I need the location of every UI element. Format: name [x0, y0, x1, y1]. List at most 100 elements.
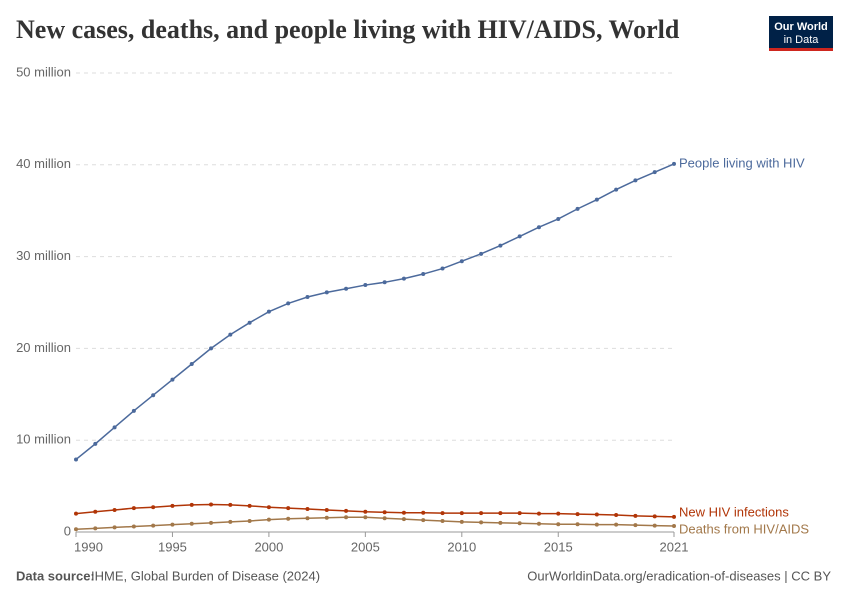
data-point: [305, 516, 310, 521]
data-point: [536, 511, 541, 516]
data-point: [672, 524, 676, 529]
y-tick-label: 10 million: [16, 432, 71, 447]
data-point: [151, 523, 156, 528]
data-point: [131, 506, 136, 511]
data-point: [401, 276, 406, 281]
data-point: [479, 251, 484, 256]
data-point: [363, 283, 368, 288]
data-point: [594, 522, 599, 527]
data-point: [459, 511, 464, 516]
data-point: [652, 170, 657, 175]
data-point: [517, 521, 522, 526]
data-point: [228, 502, 233, 507]
x-tick-label: 1990: [74, 539, 103, 554]
data-point: [286, 506, 291, 511]
data-point: [324, 290, 329, 295]
series-line: [75, 163, 675, 461]
data-point: [170, 503, 175, 508]
data-point: [305, 507, 310, 512]
y-tick-label: 20 million: [16, 340, 71, 355]
data-point: [151, 393, 156, 398]
x-tick-label: 2005: [351, 539, 380, 554]
data-point: [151, 505, 156, 510]
data-point: [459, 519, 464, 524]
data-point: [672, 161, 676, 166]
data-point: [479, 511, 484, 516]
logo: Our World in Data: [769, 16, 833, 51]
series-label: Deaths from HIV/AIDS: [679, 521, 809, 536]
data-point: [536, 521, 541, 526]
data-point: [286, 516, 291, 521]
chart-title: New cases, deaths, and people living wit…: [16, 15, 680, 44]
data-point: [247, 320, 252, 325]
data-point: [344, 508, 349, 513]
data-point: [517, 511, 522, 516]
data-point: [189, 362, 194, 367]
x-tick-label: 2015: [544, 539, 573, 554]
data-point: [112, 425, 117, 430]
y-tick-label: 50 million: [16, 64, 71, 79]
y-tick-label: 30 million: [16, 248, 71, 263]
data-point: [209, 520, 214, 525]
data-point: [594, 512, 599, 517]
y-tick-label: 0: [64, 523, 71, 538]
data-point: [131, 408, 136, 413]
data-point: [74, 457, 78, 462]
data-point: [74, 511, 78, 516]
x-tick-label: 1995: [158, 539, 187, 554]
x-tick-label: 2021: [660, 539, 689, 554]
data-point: [93, 526, 98, 531]
data-point: [633, 513, 638, 518]
data-point: [93, 441, 98, 446]
data-point: [421, 510, 426, 515]
data-point: [305, 294, 310, 299]
data-point: [652, 514, 657, 519]
data-point: [189, 521, 194, 526]
data-point: [189, 502, 194, 507]
logo-box: [769, 16, 833, 50]
data-point: [247, 518, 252, 523]
data-point: [382, 280, 387, 285]
logo-text: Our World: [774, 21, 828, 33]
data-point: [575, 522, 580, 527]
data-point: [672, 514, 676, 519]
series-label: New HIV infections: [679, 504, 789, 519]
data-point: [363, 515, 368, 520]
data-point: [614, 187, 619, 192]
x-tick-label: 2000: [254, 539, 283, 554]
source-label: Data source:: [16, 568, 95, 583]
series-line: [75, 516, 675, 530]
data-point: [344, 286, 349, 291]
data-point: [421, 518, 426, 523]
data-point: [498, 243, 503, 248]
data-point: [266, 517, 271, 522]
data-point: [266, 309, 271, 314]
data-point: [594, 197, 599, 202]
data-point: [247, 503, 252, 508]
data-point: [440, 266, 445, 271]
data-point: [209, 502, 214, 507]
data-point: [479, 520, 484, 525]
data-point: [556, 216, 561, 221]
data-point: [401, 510, 406, 515]
data-point: [440, 511, 445, 516]
y-tick-label: 40 million: [16, 156, 71, 171]
data-point: [575, 512, 580, 517]
data-point: [459, 259, 464, 264]
data-point: [556, 522, 561, 527]
data-point: [324, 515, 329, 520]
data-point: [286, 301, 291, 306]
data-point: [517, 234, 522, 239]
data-point: [93, 509, 98, 514]
footer-link: OurWorldinData.org/eradication-of-diseas…: [527, 568, 831, 583]
data-point: [440, 518, 445, 523]
data-point: [266, 505, 271, 510]
data-point: [112, 525, 117, 530]
data-point: [170, 522, 175, 527]
data-point: [614, 522, 619, 527]
x-tick-label: 2010: [447, 539, 476, 554]
data-point: [382, 516, 387, 521]
data-point: [614, 513, 619, 518]
logo-text: in Data: [784, 34, 820, 46]
data-point: [633, 523, 638, 528]
